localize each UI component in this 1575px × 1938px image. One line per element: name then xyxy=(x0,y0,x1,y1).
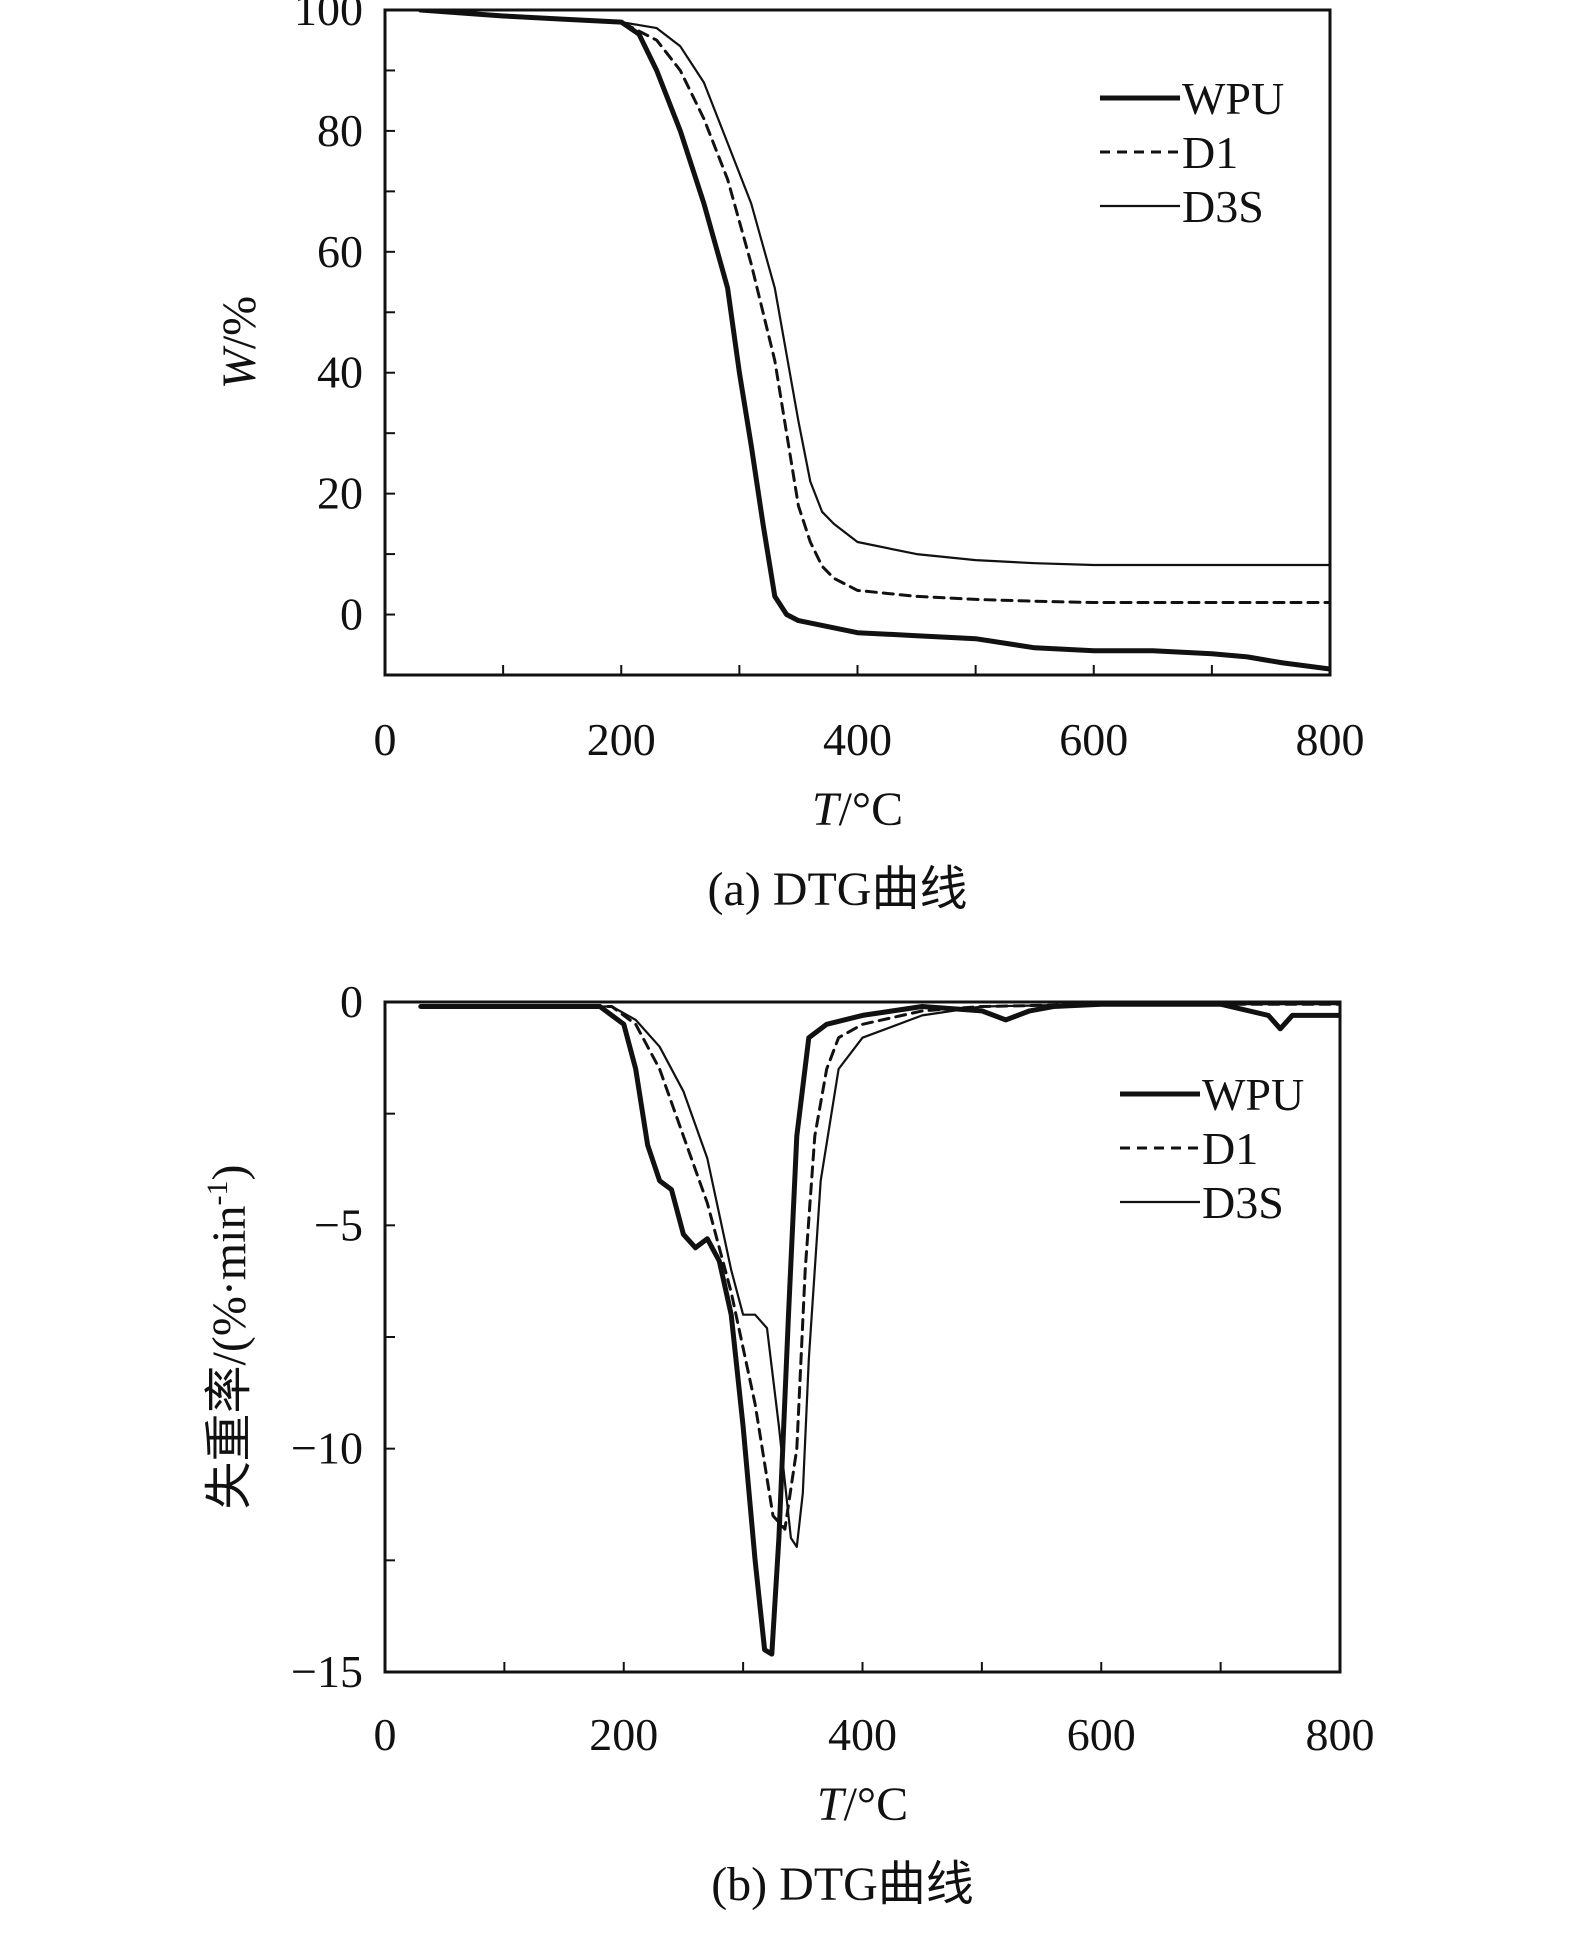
x-tick-label-b: 0 xyxy=(374,1709,397,1760)
y-tick-label-a: 60 xyxy=(317,226,363,277)
x-axis-label-unit-a: /°C xyxy=(839,783,904,836)
chart-b: 0 200 400 600 800 0 −5 −10 −15 T/°C 失重率/(%·min-1) (… xyxy=(201,976,1375,1911)
y-tick-label-b: −10 xyxy=(291,1423,363,1474)
y-tick-label-a: 0 xyxy=(340,589,363,640)
caption-a: (a) DTG曲线 xyxy=(708,863,968,916)
y-axis-label-unit-a: /% xyxy=(213,296,266,349)
x-tick-label-b: 400 xyxy=(828,1709,897,1760)
legend-label-wpu-b: WPU xyxy=(1202,1069,1304,1120)
y-tick-label-a: 20 xyxy=(317,468,363,519)
x-axis-label-var-b: T xyxy=(817,1778,847,1831)
x-tick-label-b: 800 xyxy=(1306,1709,1375,1760)
legend-label-d1-a: D1 xyxy=(1182,127,1238,178)
y-tick-label-b: −15 xyxy=(291,1646,363,1697)
x-tick-label-a: 400 xyxy=(823,714,892,765)
x-axis-label-b: T/°C xyxy=(817,1778,908,1831)
y-tick-label-a: 100 xyxy=(294,0,363,35)
x-axis-label-unit-b: /°C xyxy=(844,1778,909,1831)
legend-label-wpu-a: WPU xyxy=(1182,73,1284,124)
legend-label-d3s-b: D3S xyxy=(1202,1177,1284,1228)
y-axis-label-sup-b: -1 xyxy=(201,1181,234,1206)
series-line-d1-b xyxy=(419,1002,1340,1531)
y-tick-label-b: 0 xyxy=(340,976,363,1027)
y-axis-label-b: 失重率/(%·min-1) xyxy=(201,1165,256,1510)
x-tick-label-b: 600 xyxy=(1067,1709,1136,1760)
legend-label-d3s-a: D3S xyxy=(1182,181,1264,232)
y-axis-label-var-a: W xyxy=(213,345,266,389)
x-tick-label-a: 600 xyxy=(1059,714,1128,765)
y-axis-label-a: W/% xyxy=(213,296,266,389)
y-axis-label-close-b: ) xyxy=(203,1165,256,1181)
y-axis-label-main-b: 失重率/(%·min xyxy=(203,1206,256,1510)
x-tick-label-b: 200 xyxy=(589,1709,658,1760)
legend-label-d1-b: D1 xyxy=(1202,1123,1258,1174)
caption-b: (b) DTG曲线 xyxy=(711,1858,974,1911)
x-axis-label-var-a: T xyxy=(812,783,842,836)
plot-frame-b xyxy=(383,1000,1342,1674)
series-line-wpu-a xyxy=(417,10,1330,672)
x-tick-label-a: 0 xyxy=(374,714,397,765)
x-axis-label-a: T/°C xyxy=(812,783,903,836)
x-tick-label-a: 200 xyxy=(587,714,656,765)
y-tick-label-a: 40 xyxy=(317,347,363,398)
series-line-d3s-b xyxy=(419,1003,1340,1548)
series-line-d1-a xyxy=(418,10,1330,604)
series-line-d3s-a xyxy=(419,10,1330,567)
x-tick-label-a: 800 xyxy=(1296,714,1365,765)
chart-a: 0 200 400 600 800 0 20 40 60 80 100 T/°C W/% (a) DTG曲… xyxy=(213,0,1365,916)
y-tick-label-a: 80 xyxy=(317,105,363,156)
y-tick-label-b: −5 xyxy=(314,1199,363,1250)
